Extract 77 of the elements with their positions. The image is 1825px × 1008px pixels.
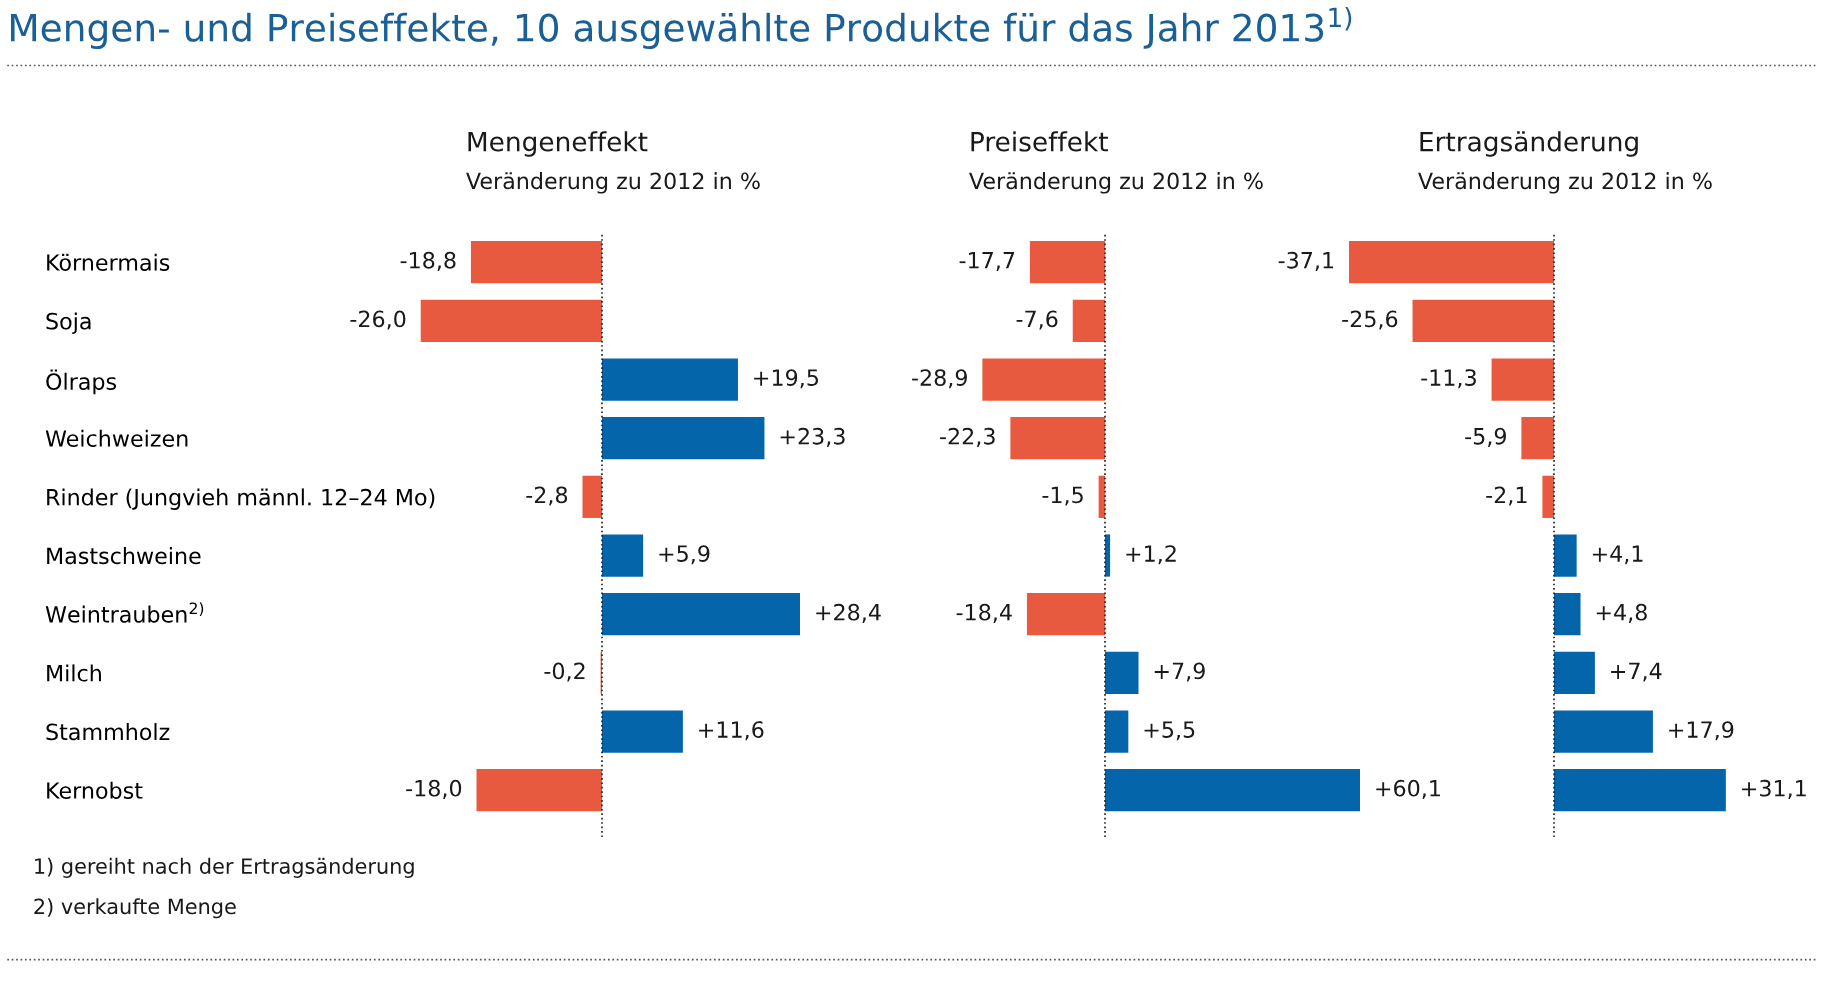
bar [1072,299,1105,342]
data-label: +5,9 [659,545,710,565]
bar [1105,534,1111,577]
text: Mengen- und Preiseffekte, 10 ausgewählte Produkte für das Jahr 2013$^{1)}$ [10,7,1352,50]
data-label: +7,9 [1154,662,1205,682]
data-label: -18,8 [400,251,456,271]
bar [602,593,800,636]
bar [1105,769,1360,812]
data-label: +4,8 [1596,603,1647,623]
y-tick-label: Ölraps [46,369,117,395]
chart-subtitle: Veränderung zu 2012 in % [466,172,760,194]
chart-title: Preiseffekt [971,131,1108,152]
bar [1105,651,1139,694]
data-label: -22,3 [940,427,995,447]
data-label: +11,6 [699,721,764,741]
data-label: -11,3 [1421,369,1476,389]
bar [1349,241,1554,284]
data-label: -0,2 [544,662,585,682]
bar [1554,593,1581,636]
data-label: -18,0 [406,779,462,799]
data-label: +7,4 [1611,662,1662,682]
bar [1491,358,1554,401]
data-label: -28,9 [912,369,967,389]
y-tick-label: Soja [46,312,91,334]
y-tick-label: Mastschweine [47,547,201,565]
data-label: -7,6 [1016,310,1058,330]
bar [1554,651,1595,694]
y-tick-label: Kernobst [47,781,143,799]
bar [470,241,602,284]
data-label: +17,9 [1669,721,1734,741]
data-label: -2,1 [1486,486,1527,506]
y-tick-label: Rinder (Jungvieh männl. 12–24 Mo) [47,488,435,510]
y-tick-label: Milch [47,664,101,682]
data-label: +4,1 [1592,545,1643,565]
bar [1105,710,1129,753]
bar [1029,241,1105,284]
data-label: +5,5 [1144,721,1195,741]
bar [1554,769,1726,812]
bar [602,417,765,460]
bar [1010,417,1105,460]
chart-title: Mengeneffekt [468,131,648,157]
bar [420,299,602,342]
bar [1412,299,1554,342]
bar [1542,475,1554,518]
y-tick-label: Weichweizen [45,429,188,447]
data-label: +1,2 [1126,545,1176,565]
y-tick-label: Stammholz [46,723,170,741]
bar [476,769,602,812]
chart-subtitle: Veränderung zu 2012 in % [969,172,1263,194]
data-label: +31,1 [1742,779,1806,799]
text: 2) verkaufte Menge [34,898,236,919]
bar [982,358,1105,401]
data-label: -1,5 [1042,486,1083,506]
bar [1554,534,1577,577]
chart-subtitle: Veränderung zu 2012 in % [1418,172,1712,194]
bar [582,475,602,518]
data-label: +19,5 [754,369,818,389]
y-tick-label: Weintrauben$^{2)}$ [45,602,204,623]
data-label: -5,9 [1465,427,1506,447]
bar [602,710,683,753]
text: 1) gereiht nach der Ertragsänderung [35,857,414,878]
data-label: -2,8 [526,486,568,506]
bar [602,358,738,401]
bar [1026,593,1105,636]
data-label: +23,3 [780,427,845,447]
data-label: -37,1 [1278,251,1334,271]
bar [602,534,644,577]
data-label: -18,4 [956,603,1012,623]
chart-title: Ertragsänderung [1420,131,1638,157]
data-label: -17,7 [959,252,1015,271]
bar [1521,417,1554,460]
data-label: -25,6 [1342,310,1398,330]
bar [1554,710,1653,753]
data-label: +60,1 [1376,779,1440,799]
data-label: -26,0 [350,310,406,330]
data-label: +28,4 [816,603,881,623]
y-tick-label: Körnermais [47,253,170,271]
